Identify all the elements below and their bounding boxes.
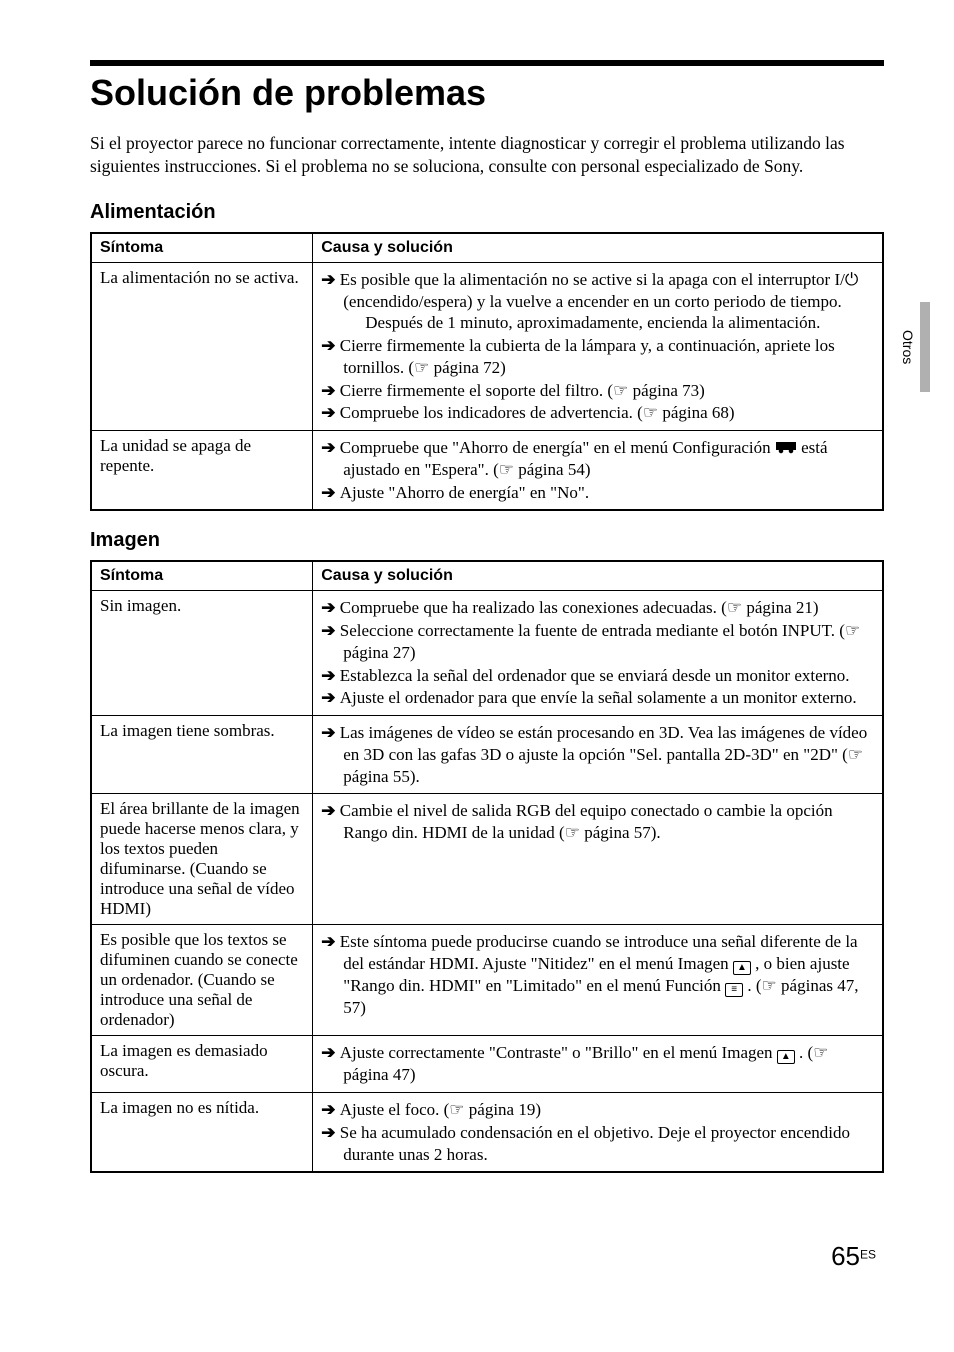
solution-item: Cierre firmemente la cubierta de la lámp… bbox=[321, 335, 874, 379]
reference-hand-icon: ☞ bbox=[727, 598, 742, 617]
table-row: Sin imagen. Compruebe que ha realizado la… bbox=[91, 591, 883, 716]
solution-cell: Ajuste el foco. (☞ página 19)Se ha acumu… bbox=[313, 1093, 883, 1173]
symptom-cell: Sin imagen. bbox=[91, 591, 313, 716]
function-menu-icon: ≡ bbox=[725, 983, 743, 997]
solution-cell: Compruebe que "Ahorro de energía" en el … bbox=[313, 431, 883, 511]
solution-item: Compruebe los indicadores de advertencia… bbox=[321, 402, 874, 424]
solution-cell: Las imágenes de vídeo se están procesand… bbox=[313, 716, 883, 794]
reference-hand-icon: ☞ bbox=[848, 745, 863, 764]
troubleshooting-table: SíntomaCausa y soluciónSin imagen. Compru… bbox=[90, 560, 884, 1173]
reference-hand-icon: ☞ bbox=[565, 823, 580, 842]
solution-item: Se ha acumulado condensación en el objet… bbox=[321, 1122, 874, 1166]
solution-cell: Este síntoma puede producirse cuando se … bbox=[313, 925, 883, 1036]
page-footer: 65ES bbox=[0, 1231, 954, 1298]
reference-hand-icon: ☞ bbox=[845, 621, 860, 640]
page-number: 65 bbox=[831, 1241, 860, 1271]
reference-hand-icon: ☞ bbox=[499, 460, 514, 479]
symptom-cell: El área brillante de la imagen puede hac… bbox=[91, 794, 313, 925]
solution-item: Compruebe que "Ahorro de energía" en el … bbox=[321, 437, 874, 481]
image-menu-icon: ▲ bbox=[777, 1050, 795, 1064]
solution-item: Este síntoma puede producirse cuando se … bbox=[321, 931, 874, 1019]
troubleshooting-table: SíntomaCausa y soluciónLa alimentación n… bbox=[90, 232, 884, 512]
solution-item-continuation: Después de 1 minuto, aproximadamente, en… bbox=[343, 312, 874, 334]
table-row: La alimentación no se activa.Es posible … bbox=[91, 262, 883, 430]
reference-hand-icon: ☞ bbox=[613, 381, 628, 400]
solution-item: Compruebe que ha realizado las conexione… bbox=[321, 597, 874, 619]
solution-cell: Es posible que la alimentación no se act… bbox=[313, 262, 883, 430]
solution-item: Es posible que la alimentación no se act… bbox=[321, 269, 874, 334]
section-heading: Alimentación bbox=[90, 201, 884, 224]
reference-hand-icon: ☞ bbox=[762, 976, 777, 995]
solution-item: Cierre firmemente el soporte del filtro.… bbox=[321, 380, 874, 402]
column-header-symptom: Síntoma bbox=[91, 233, 313, 263]
solution-cell: Ajuste correctamente "Contraste" o "Bril… bbox=[313, 1036, 883, 1093]
image-menu-icon: ▲ bbox=[733, 961, 751, 975]
solution-cell: Cambie el nivel de salida RGB del equipo… bbox=[313, 794, 883, 925]
symptom-cell: La imagen no es nítida. bbox=[91, 1093, 313, 1173]
table-row: La unidad se apaga de repente.Compruebe … bbox=[91, 431, 883, 511]
reference-hand-icon: ☞ bbox=[449, 1100, 464, 1119]
column-header-cause: Causa y solución bbox=[313, 561, 883, 591]
column-header-cause: Causa y solución bbox=[313, 233, 883, 263]
intro-paragraph: Si el proyector parece no funcionar corr… bbox=[90, 132, 884, 179]
table-row: La imagen tiene sombras.Las imágenes de … bbox=[91, 716, 883, 794]
page-title: Solución de problemas bbox=[90, 72, 884, 114]
solution-item: Ajuste el foco. (☞ página 19) bbox=[321, 1099, 874, 1121]
symptom-cell: La imagen es demasiado oscura. bbox=[91, 1036, 313, 1093]
symptom-cell: La alimentación no se activa. bbox=[91, 262, 313, 430]
solution-cell: Compruebe que ha realizado las conexione… bbox=[313, 591, 883, 716]
reference-hand-icon: ☞ bbox=[813, 1043, 828, 1062]
table-row: La imagen no es nítida.Ajuste el foco. (… bbox=[91, 1093, 883, 1173]
reference-hand-icon: ☞ bbox=[643, 403, 658, 422]
solution-item: Ajuste el ordenador para que envíe la se… bbox=[321, 687, 874, 709]
column-header-symptom: Síntoma bbox=[91, 561, 313, 591]
solution-item: Ajuste correctamente "Contraste" o "Bril… bbox=[321, 1042, 874, 1086]
power-switch-symbol: I/⏻ bbox=[834, 270, 858, 289]
section-heading: Imagen bbox=[90, 529, 884, 552]
solution-item: Ajuste "Ahorro de energía" en "No". bbox=[321, 482, 874, 504]
table-row: El área brillante de la imagen puede hac… bbox=[91, 794, 883, 925]
title-rule bbox=[90, 60, 884, 66]
table-row: Es posible que los textos se difuminen c… bbox=[91, 925, 883, 1036]
page-number-suffix: ES bbox=[860, 1248, 876, 1262]
solution-item: Las imágenes de vídeo se están procesand… bbox=[321, 722, 874, 787]
solution-item: Establezca la señal del ordenador que se… bbox=[321, 665, 874, 687]
solution-item: Seleccione correctamente la fuente de en… bbox=[321, 620, 874, 664]
symptom-cell: Es posible que los textos se difuminen c… bbox=[91, 925, 313, 1036]
symptom-cell: La unidad se apaga de repente. bbox=[91, 431, 313, 511]
table-row: La imagen es demasiado oscura.Ajuste cor… bbox=[91, 1036, 883, 1093]
solution-item: Cambie el nivel de salida RGB del equipo… bbox=[321, 800, 874, 844]
symptom-cell: La imagen tiene sombras. bbox=[91, 716, 313, 794]
setup-menu-icon bbox=[775, 441, 797, 455]
reference-hand-icon: ☞ bbox=[414, 358, 429, 377]
